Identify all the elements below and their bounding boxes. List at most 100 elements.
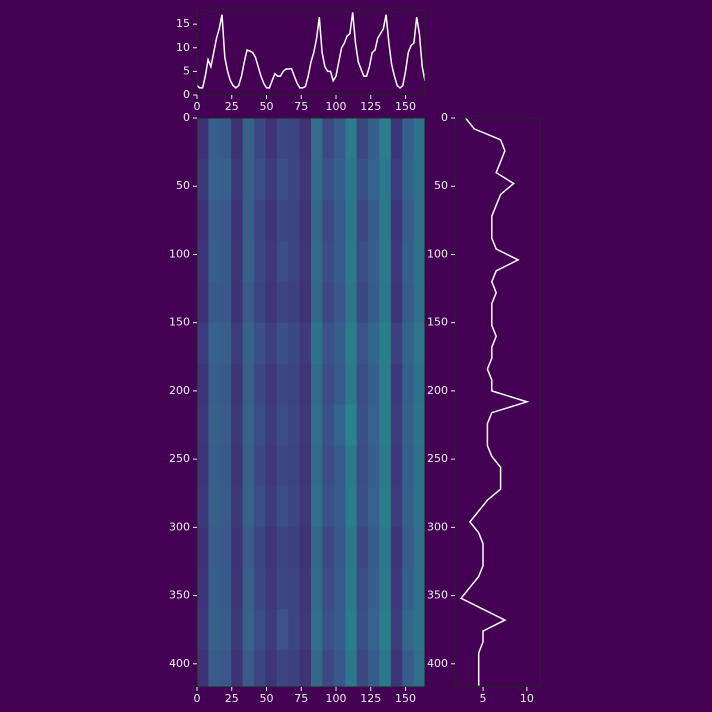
heat-cell (288, 486, 301, 528)
heat-cell (254, 322, 266, 365)
heat-cell (265, 527, 278, 569)
heat-cell (356, 486, 369, 528)
heat-cell (413, 486, 425, 528)
heat-cell (402, 650, 415, 687)
heat-cell (231, 650, 244, 687)
heat-cell (197, 322, 209, 365)
heat-cell (345, 281, 358, 324)
heat-cell (276, 404, 289, 446)
y-tick-label: 0 (183, 88, 190, 101)
heat-cell (322, 322, 335, 365)
heat-cell (197, 118, 209, 160)
heat-cell (356, 118, 369, 160)
heat-cell (254, 158, 266, 201)
heat-cell (413, 118, 425, 160)
heat-cell (299, 527, 312, 569)
heat-cell (276, 199, 289, 242)
y-tick-label: 15 (176, 17, 190, 30)
heat-cell (322, 650, 335, 687)
heat-cell (208, 322, 221, 365)
heat-cell (322, 158, 335, 201)
heat-cell (379, 445, 392, 487)
heat-cell (345, 486, 358, 528)
heat-cell (379, 158, 392, 201)
y-tick-label: 250 (427, 452, 448, 465)
heat-cell (413, 281, 425, 324)
heat-cell (390, 240, 403, 283)
y-tick-label: 300 (169, 520, 190, 533)
heat-cell (368, 486, 380, 528)
heat-cell (413, 568, 425, 610)
y-tick-label: 350 (169, 589, 190, 602)
plot-area (197, 118, 425, 687)
heat-cell (197, 158, 209, 201)
heat-cell (333, 609, 346, 651)
heat-cell (413, 322, 425, 365)
heat-cell (390, 322, 403, 365)
y-tick-label: 10 (176, 41, 190, 54)
heat-cell (345, 240, 358, 283)
heat-cell (413, 363, 425, 406)
heat-cell (197, 363, 209, 406)
heat-cell (288, 240, 301, 283)
heat-cell (356, 240, 369, 283)
heat-cell (379, 404, 392, 446)
heat-cell (242, 486, 255, 528)
heat-cell (276, 118, 289, 160)
heat-cell (356, 158, 369, 201)
heat-cell (333, 650, 346, 687)
heat-cell (276, 609, 289, 651)
x-tick-label: 100 (326, 100, 347, 113)
heat-cell (254, 363, 266, 406)
heat-cell (368, 527, 380, 569)
heat-cell (322, 445, 335, 487)
heat-cell (265, 322, 278, 365)
heat-cell (368, 199, 380, 242)
heat-cell (208, 118, 221, 160)
heat-cell (311, 322, 323, 365)
heat-cell (242, 568, 255, 610)
heat-cell (390, 199, 403, 242)
heat-cell (231, 486, 244, 528)
heat-cell (276, 527, 289, 569)
y-tick-label: 5 (183, 64, 190, 77)
y-tick-label: 50 (176, 179, 190, 192)
heat-cell (299, 445, 312, 487)
y-tick-label: 150 (427, 316, 448, 329)
heat-cell (231, 322, 244, 365)
heat-cell (197, 527, 209, 569)
heat-cell (390, 363, 403, 406)
heat-cell (356, 445, 369, 487)
heat-cell (413, 650, 425, 687)
heat-cell (254, 404, 266, 446)
heat-cell (208, 445, 221, 487)
y-tick-label: 400 (427, 657, 448, 670)
y-tick-label: 0 (183, 111, 190, 124)
heat-cell (333, 527, 346, 569)
heat-cell (288, 363, 301, 406)
x-tick-label: 150 (395, 692, 416, 705)
heat-cell (242, 527, 255, 569)
heat-cell (276, 445, 289, 487)
heat-cell (208, 363, 221, 406)
heat-cell (219, 404, 232, 446)
heat-cell (356, 363, 369, 406)
y-tick-label: 300 (427, 520, 448, 533)
heat-cell (265, 240, 278, 283)
heat-cell (299, 240, 312, 283)
heat-cell (288, 445, 301, 487)
heat-cell (231, 445, 244, 487)
heat-cell (299, 650, 312, 687)
heat-cell (276, 486, 289, 528)
heat-cell (299, 281, 312, 324)
y-tick-label: 400 (169, 657, 190, 670)
heat-cell (288, 158, 301, 201)
heat-cell (356, 527, 369, 569)
heat-cell (276, 240, 289, 283)
heat-cell (311, 281, 323, 324)
heat-cell (265, 445, 278, 487)
heat-cell (254, 199, 266, 242)
heat-cell (368, 281, 380, 324)
heat-cell (288, 650, 301, 687)
heat-cell (219, 650, 232, 687)
